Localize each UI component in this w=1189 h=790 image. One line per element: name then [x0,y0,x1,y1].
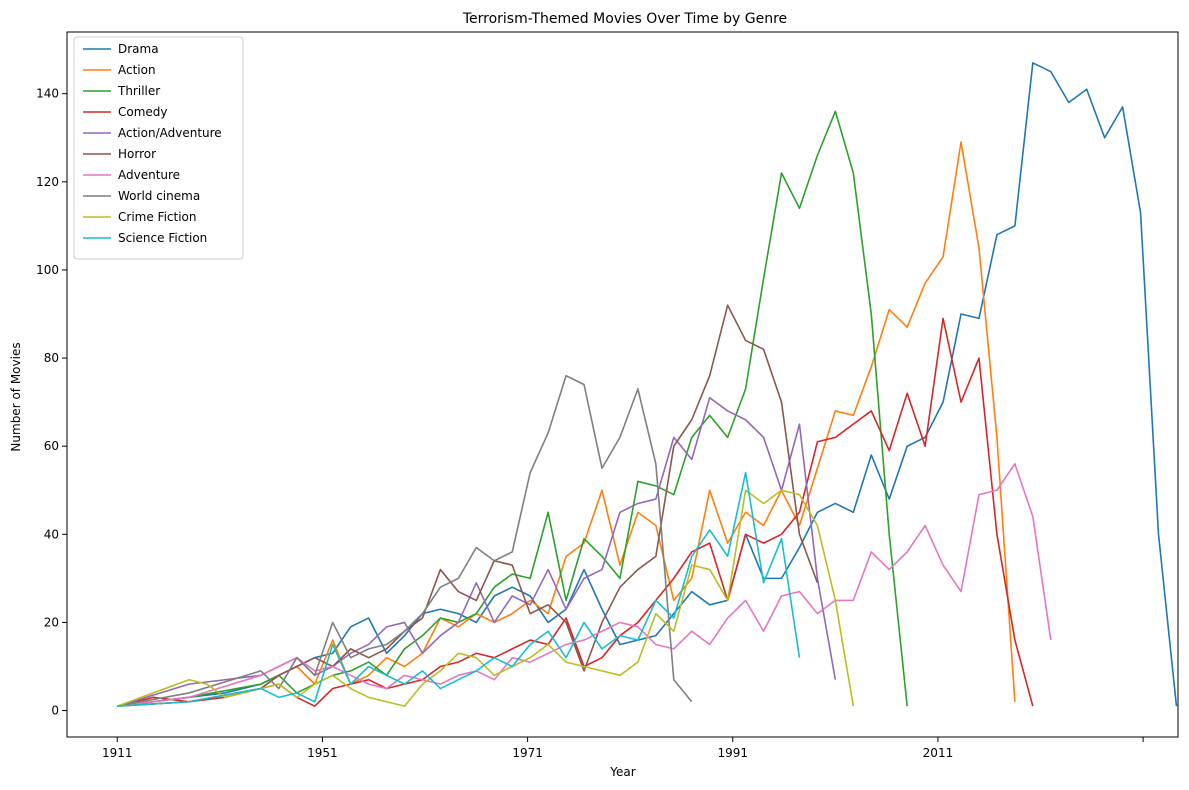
y-tick-label: 140 [36,87,59,101]
x-axis-title: Year [609,765,635,779]
legend-label: Drama [118,42,159,56]
series-line-drama [117,62,1178,707]
x-tick-label: 1971 [512,746,543,760]
legend-label: Thriller [117,84,160,98]
legend-box [73,36,244,260]
y-tick-label: 80 [44,351,59,365]
series-layer [116,62,1178,707]
series-line-horror [117,304,819,707]
x-tick-label: 1911 [102,746,133,760]
series-line-action-adventure [117,396,837,707]
series-line-world-cinema [117,374,693,707]
legend-label: Comedy [118,105,168,119]
y-tick-label: 20 [44,615,59,629]
legend-label: Action [118,63,156,77]
y-tick-label: 120 [36,175,59,189]
plot-frame [66,31,1179,738]
legend-label: Crime Fiction [118,210,196,224]
y-tick-label: 40 [44,527,59,541]
x-tick-label: 1991 [718,746,749,760]
series-line-thriller [117,110,908,707]
series-line-science-fiction [117,471,801,707]
legend-label: Action/Adventure [118,126,222,140]
series-line-adventure [117,463,1052,707]
chart-title: Terrorism-Themed Movies Over Time by Gen… [462,11,787,27]
series-line-comedy [117,317,1034,707]
legend: Drama Action Thriller Comedy Action/Adventur… [73,36,244,260]
legend-label: Adventure [118,168,180,182]
y-axis-title: Number of Movies [9,342,23,451]
axes-layer: 0 20 40 60 80 100 120 140 1911 1951 1971 1991 2011 [36,31,1179,760]
y-tick-label: 60 [44,439,59,453]
series-line-action [117,141,1016,707]
legend-label: Horror [118,147,156,161]
y-tick-label: 100 [36,263,59,277]
x-tick-label: 2011 [923,746,954,760]
legend-label: Science Fiction [118,231,207,245]
x-tick-label: 1951 [307,746,338,760]
y-tick-label: 0 [51,704,59,718]
legend-label: World cinema [118,189,200,203]
